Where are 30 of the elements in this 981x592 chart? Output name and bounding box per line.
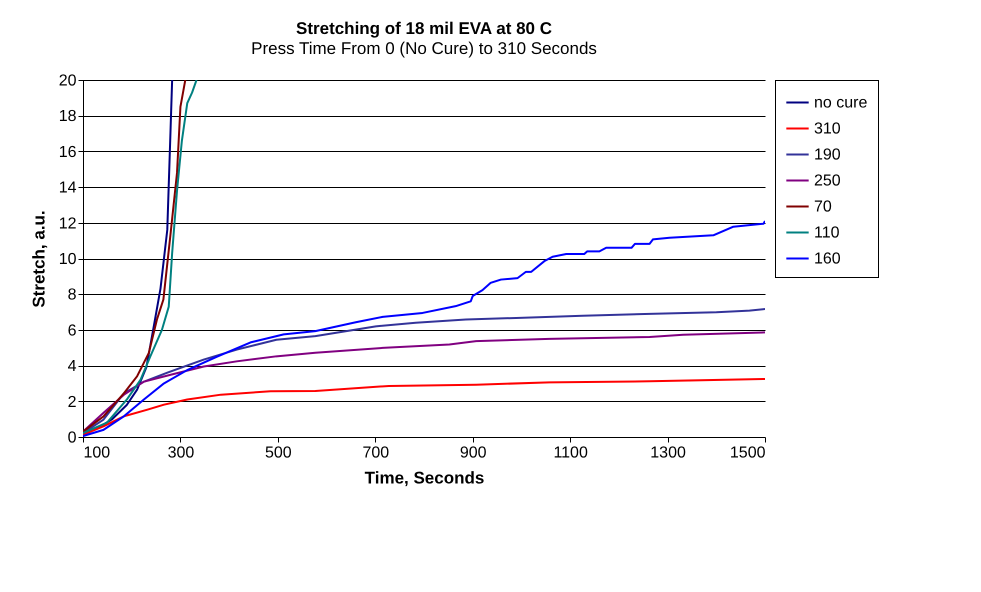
y-axis-title: Stretch, a.u.: [30, 210, 49, 308]
legend-label: no cure: [814, 94, 868, 112]
x-tick-label: 1500: [730, 444, 766, 462]
x-tick-label: 100: [84, 444, 110, 462]
y-tick-label: 20: [58, 72, 77, 90]
y-tick-label: 12: [58, 215, 77, 232]
y-tick-label: 4: [68, 358, 77, 376]
x-tick-label: 300: [168, 444, 194, 462]
y-tick-label: 0: [68, 430, 77, 446]
x-tick-label: 700: [362, 444, 390, 462]
y-tick-label: 8: [68, 286, 77, 304]
x-tick-label: 500: [265, 444, 292, 462]
chart-subtitle: Press Time From 0 (No Cure) to 310 Seconds: [251, 39, 597, 58]
chart-title: Stretching of 18 mil EVA at 80 C: [296, 19, 552, 38]
y-tick-label: 2: [68, 394, 77, 411]
x-tick-label: 900: [460, 444, 487, 462]
y-tick-label: 16: [58, 144, 77, 161]
y-tick-label: 10: [58, 251, 77, 268]
x-axis-title: Time, Seconds: [364, 468, 484, 488]
legend-label: 250: [814, 172, 841, 190]
y-tick-label: 6: [68, 322, 77, 340]
legend-label: 70: [814, 198, 832, 216]
legend-label: 160: [814, 250, 841, 268]
x-tick-label: 1100: [553, 444, 588, 462]
y-tick-label: 14: [58, 180, 77, 197]
legend-label: 110: [814, 224, 840, 242]
legend-label: 310: [814, 120, 841, 138]
x-tick-label: 1300: [650, 444, 686, 462]
y-tick-label: 18: [58, 108, 77, 126]
legend-label: 190: [814, 146, 841, 164]
